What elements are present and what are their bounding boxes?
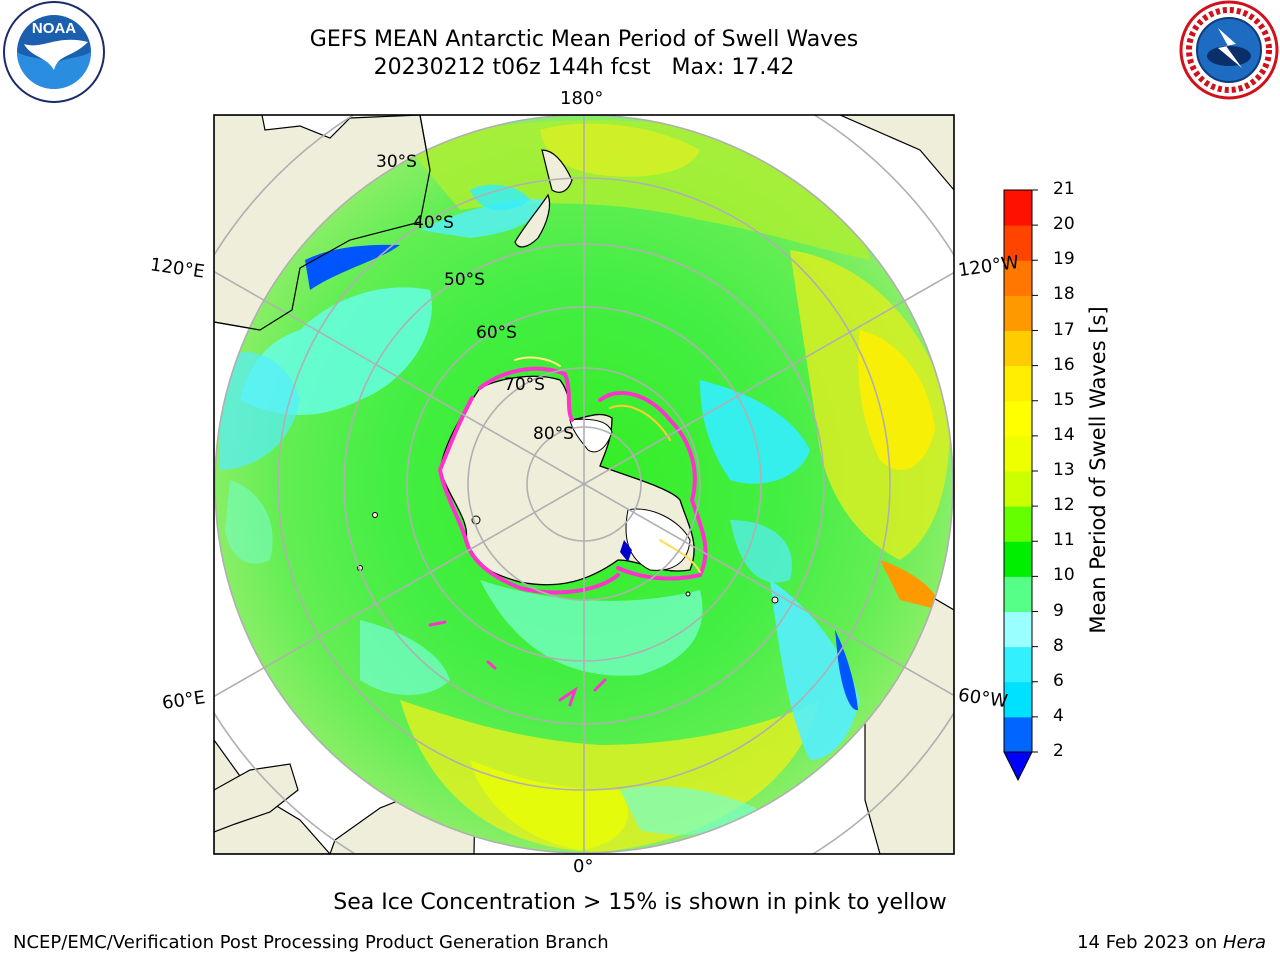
colorbar-bin	[1004, 471, 1032, 507]
colorbar-bin	[1004, 646, 1032, 683]
colorbar-tick-label: 11	[1053, 530, 1075, 551]
lon-label-180: 180°	[560, 88, 604, 109]
colorbar-bin	[1004, 541, 1032, 577]
lat-label-40s: 40°S	[413, 213, 454, 233]
colorbar-tick-label: 2	[1053, 741, 1064, 761]
sea-ice-caption: Sea Ice Concentration > 15% is shown in …	[333, 890, 947, 915]
colorbar-tick-label: 20	[1053, 214, 1075, 235]
lat-label-70s: 70°S	[504, 375, 545, 395]
colorbar-tick-label: 21	[1053, 179, 1075, 199]
map-title: GEFS MEAN Antarctic Mean Period of Swell…	[309, 27, 859, 52]
colorbar-tick-label: 10	[1053, 565, 1075, 586]
noaa-logo-text: NOAA	[32, 20, 76, 37]
sea-ice-edge	[428, 356, 708, 707]
colorbar-tick-label: 16	[1053, 354, 1075, 375]
colorbar-tick-label: 15	[1053, 389, 1075, 410]
lon-label-0: 0°	[573, 856, 594, 877]
colorbar-tick-label: 9	[1053, 600, 1064, 621]
colorbar-tick-label: 19	[1053, 249, 1075, 270]
map-frame	[213, 114, 955, 855]
colorbar-tick-label: 4	[1053, 705, 1064, 726]
colorbar-bin	[1004, 400, 1032, 437]
colorbar-bin	[1004, 330, 1032, 367]
lat-label-80s: 80°S	[533, 424, 574, 444]
colorbar-bin	[1004, 260, 1032, 296]
colorbar-bin	[1004, 681, 1032, 718]
colorbar-bin	[1004, 576, 1032, 612]
colorbar-tick-label: 18	[1053, 284, 1075, 305]
lat-label-60s: 60°S	[476, 323, 517, 343]
colorbar-tick-label: 17	[1053, 319, 1075, 340]
footer-host: Hera	[1222, 932, 1266, 953]
footer-date: 14 Feb 2023 on Hera	[1077, 932, 1266, 953]
colorbar	[1003, 189, 1038, 782]
colorbar-bin	[1004, 611, 1032, 648]
colorbar-bin	[1004, 435, 1032, 472]
footer-date-text: 14 Feb 2023 on	[1077, 932, 1223, 953]
colorbar-tick-label: 13	[1053, 460, 1075, 480]
colorbar-bin	[1004, 225, 1032, 261]
colorbar-tick-label: 6	[1053, 670, 1064, 691]
graticule	[214, 115, 954, 854]
colorbar-bin	[1004, 190, 1032, 226]
map-subtitle: 20230212 t06z 144h fcst Max: 17.42	[373, 55, 795, 80]
colorbar-bin	[1004, 716, 1032, 753]
colorbar-tick-label: 8	[1053, 635, 1064, 656]
new-zealand	[514, 149, 573, 248]
colorbar-tick-label: 12	[1053, 495, 1075, 516]
noaa-logo: NOAA	[3, 1, 105, 103]
colorbar-tick-label: 14	[1053, 424, 1075, 445]
colorbar-bin	[1004, 506, 1032, 542]
colorbar-bin	[1004, 295, 1032, 331]
lat-label-30s: 30°S	[376, 152, 417, 172]
colorbar-label: Mean Period of Swell Waves [s]	[1086, 306, 1110, 634]
lat-label-50s: 50°S	[444, 270, 485, 290]
swell-period-field	[220, 120, 950, 852]
colorbar-extend-arrow	[1003, 751, 1033, 782]
nws-logo	[1179, 0, 1279, 100]
footer-credit: NCEP/EMC/Verification Post Processing Pr…	[13, 932, 609, 953]
colorbar-bin	[1004, 365, 1032, 402]
